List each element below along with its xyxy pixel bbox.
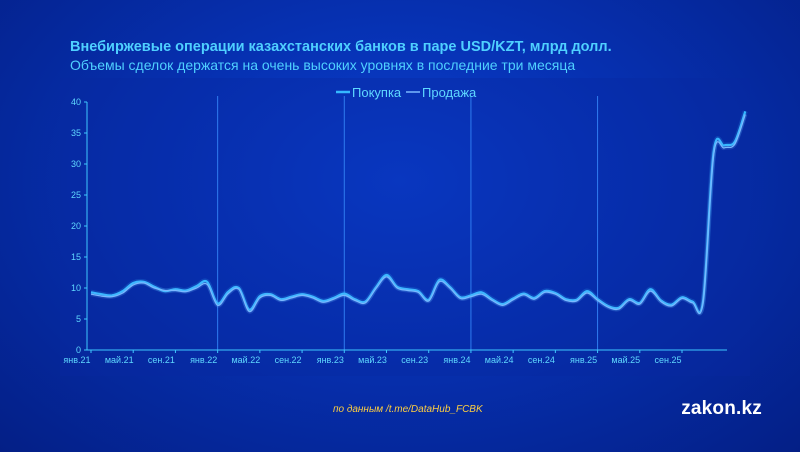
x-tick-label: сен.23 <box>401 355 428 365</box>
y-tick-label: 10 <box>71 283 81 293</box>
x-tick-label: сен.24 <box>528 355 555 365</box>
x-tick-label: май.23 <box>358 355 387 365</box>
y-tick-label: 25 <box>71 190 81 200</box>
x-tick-label: сен.21 <box>148 355 175 365</box>
x-tick-label: янв.21 <box>63 355 90 365</box>
series-line-sale <box>90 114 746 315</box>
chart-series <box>90 110 748 316</box>
chart-title: Внебиржевые операции казахстанских банко… <box>70 39 612 55</box>
x-tick-label: май.22 <box>231 355 260 365</box>
legend-label-sale: Продажа <box>422 85 477 100</box>
x-tick-label: янв.23 <box>317 355 344 365</box>
series-line-purchase <box>90 110 747 314</box>
chart-legend: Покупка Продажа <box>336 85 477 100</box>
series-line-sale-glow <box>90 113 748 316</box>
y-tick-label: 30 <box>71 159 81 169</box>
y-tick-label: 0 <box>76 345 81 355</box>
y-tick-label: 5 <box>76 314 81 324</box>
chart-axes: 0 5 10 15 20 25 30 35 40 янв.21 май.21 сен.21 янв.22… <box>63 97 727 365</box>
x-tick-label: сен.25 <box>655 355 682 365</box>
x-tick-label: май.24 <box>485 355 514 365</box>
chart-subtitle: Объемы сделок держатся на очень высоких … <box>70 57 576 73</box>
series-line-purchase-glow <box>90 110 748 315</box>
x-tick-label: янв.24 <box>443 355 470 365</box>
x-tick-label: янв.22 <box>190 355 217 365</box>
x-tick-label: сен.22 <box>275 355 302 365</box>
legend-label-purchase: Покупка <box>352 85 402 100</box>
chart-panel <box>60 78 750 376</box>
x-tick-label: янв.25 <box>570 355 597 365</box>
y-tick-label: 35 <box>71 128 81 138</box>
y-tick-label: 40 <box>71 97 81 107</box>
source-note: по данным /t.me/DataHub_FCBK <box>333 404 483 415</box>
y-tick-label: 20 <box>71 221 81 231</box>
site-logo[interactable]: zakon.kz <box>681 398 762 419</box>
x-tick-label: май.25 <box>611 355 640 365</box>
y-tick-label: 15 <box>71 252 81 262</box>
chart-titles: Внебиржевые операции казахстанских банко… <box>70 38 612 74</box>
x-tick-label: май.21 <box>105 355 134 365</box>
year-divider-lines <box>217 96 599 350</box>
